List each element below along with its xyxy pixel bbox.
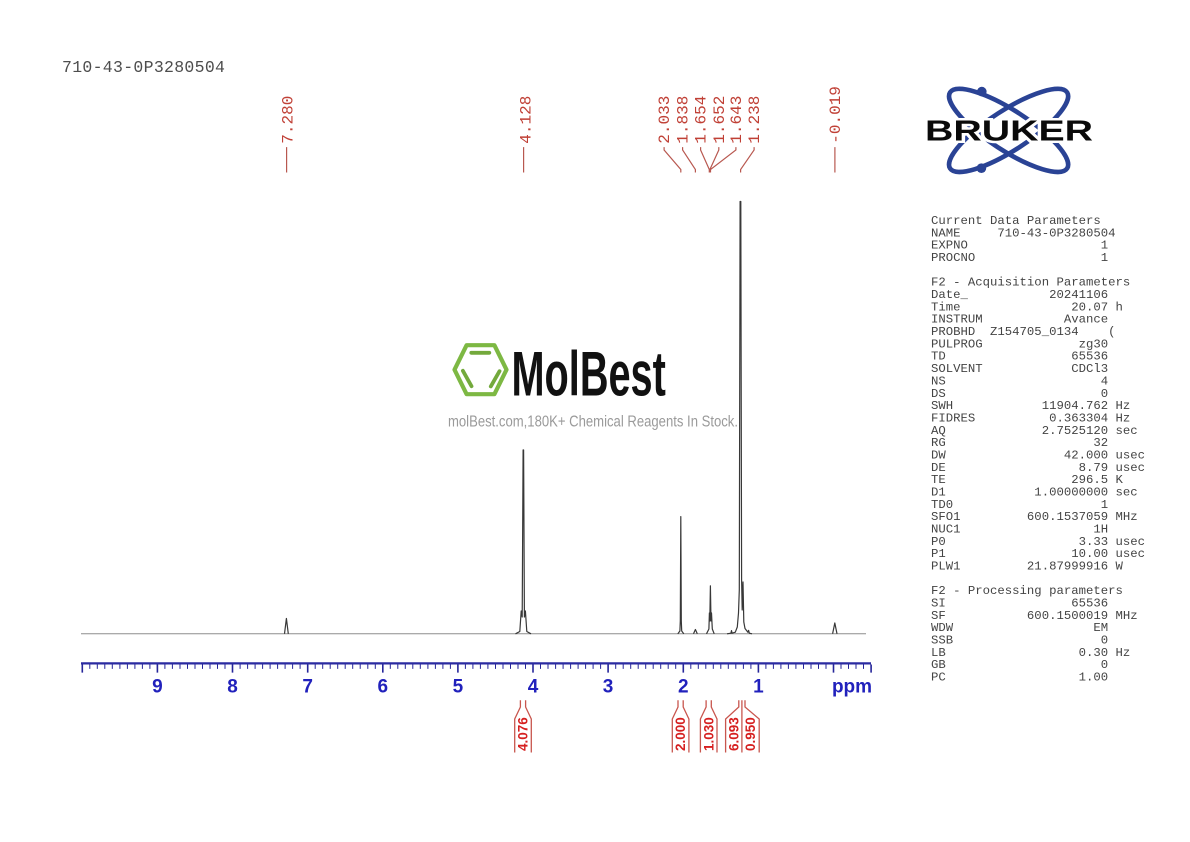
svg-text:4.076: 4.076 (516, 717, 531, 751)
svg-text:EXPNO 1: EXPNO 1 (931, 239, 1108, 253)
svg-text:4.128: 4.128 (517, 96, 535, 144)
svg-text:ppm: ppm (832, 677, 872, 698)
svg-text:SI 65536: SI 65536 (931, 597, 1108, 611)
svg-text:1.838: 1.838 (675, 96, 693, 144)
svg-text:PLW1 21.87999916 W: PLW1 21.87999916 W (931, 560, 1123, 574)
svg-text:Date_ 20241106: Date_ 20241106 (931, 288, 1108, 302)
svg-text:F2 - Acquisition Parameters: F2 - Acquisition Parameters (931, 276, 1130, 290)
svg-text:1.652: 1.652 (711, 96, 729, 144)
svg-text:SOLVENT CDCl3: SOLVENT CDCl3 (931, 362, 1108, 376)
svg-text:9: 9 (152, 677, 163, 698)
svg-text:1.654: 1.654 (693, 96, 711, 144)
svg-text:TE 296.5 K: TE 296.5 K (931, 473, 1123, 487)
svg-text:P1 10.00 usec: P1 10.00 usec (931, 547, 1145, 561)
svg-text:1.030: 1.030 (701, 717, 716, 751)
svg-text:NS 4: NS 4 (931, 374, 1108, 388)
svg-text:SWH 11904.762 Hz: SWH 11904.762 Hz (931, 399, 1130, 413)
svg-text:LB 0.30 Hz: LB 0.30 Hz (931, 646, 1130, 660)
svg-text:NAME 710-43-0P3280504: NAME 710-43-0P3280504 (931, 226, 1115, 240)
svg-text:Current Data Parameters: Current Data Parameters (931, 214, 1101, 228)
svg-text:2.000: 2.000 (673, 717, 688, 751)
svg-text:7.280: 7.280 (280, 96, 298, 144)
svg-text:2.033: 2.033 (656, 96, 674, 144)
svg-text:P0 3.33 usec: P0 3.33 usec (931, 535, 1145, 549)
svg-text:BRUKER: BRUKER (925, 116, 1093, 148)
svg-text:DE 8.79 usec: DE 8.79 usec (931, 461, 1145, 475)
svg-text:PULPROG zg30: PULPROG zg30 (931, 337, 1108, 351)
svg-text:NUC1 1H: NUC1 1H (931, 523, 1108, 537)
svg-text:TD0 1: TD0 1 (931, 498, 1108, 512)
svg-text:1.238: 1.238 (746, 96, 764, 144)
svg-text:AQ 2.7525120 sec: AQ 2.7525120 sec (931, 424, 1138, 438)
svg-text:MolBest: MolBest (512, 339, 666, 410)
svg-text:8: 8 (227, 677, 238, 698)
svg-text:D1 1.00000000 sec: D1 1.00000000 sec (931, 486, 1138, 500)
svg-text:7: 7 (302, 677, 313, 698)
svg-text:6: 6 (378, 677, 389, 698)
svg-text:3: 3 (603, 677, 614, 698)
svg-text:INSTRUM Avance: INSTRUM Avance (931, 313, 1108, 327)
svg-text:SF 600.1500019 MHz: SF 600.1500019 MHz (931, 609, 1138, 623)
svg-text:1.643: 1.643 (728, 96, 746, 144)
svg-text:TD 65536: TD 65536 (931, 350, 1108, 364)
svg-text:-0.019: -0.019 (827, 86, 845, 144)
svg-text:PC 1.00: PC 1.00 (931, 671, 1108, 685)
svg-text:710-43-0P3280504: 710-43-0P3280504 (62, 58, 225, 77)
svg-text:6.093: 6.093 (726, 717, 741, 751)
svg-text:F2 - Processing parameters: F2 - Processing parameters (931, 584, 1123, 598)
svg-text:Time 20.07 h: Time 20.07 h (931, 300, 1123, 314)
svg-text:WDW EM: WDW EM (931, 621, 1108, 635)
svg-text:PROBHD Z154705_0134 (: PROBHD Z154705_0134 ( (931, 325, 1115, 339)
svg-text:PROCNO 1: PROCNO 1 (931, 251, 1108, 265)
svg-text:SSB 0: SSB 0 (931, 634, 1108, 648)
svg-text:molBest.com,180K+ Chemical Rea: molBest.com,180K+ Chemical Reagents In S… (448, 414, 738, 431)
svg-text:1: 1 (753, 677, 764, 698)
svg-text:DW 42.000 usec: DW 42.000 usec (931, 449, 1145, 463)
svg-text:FIDRES 0.363304 Hz: FIDRES 0.363304 Hz (931, 411, 1130, 425)
svg-text:0.950: 0.950 (743, 717, 758, 751)
svg-text:4: 4 (528, 677, 539, 698)
svg-text:GB 0: GB 0 (931, 658, 1108, 672)
svg-text:DS 0: DS 0 (931, 387, 1108, 401)
svg-text:2: 2 (678, 677, 689, 698)
svg-text:5: 5 (453, 677, 464, 698)
svg-text:SFO1 600.1537059 MHz: SFO1 600.1537059 MHz (931, 510, 1138, 524)
svg-text:RG 32: RG 32 (931, 436, 1108, 450)
